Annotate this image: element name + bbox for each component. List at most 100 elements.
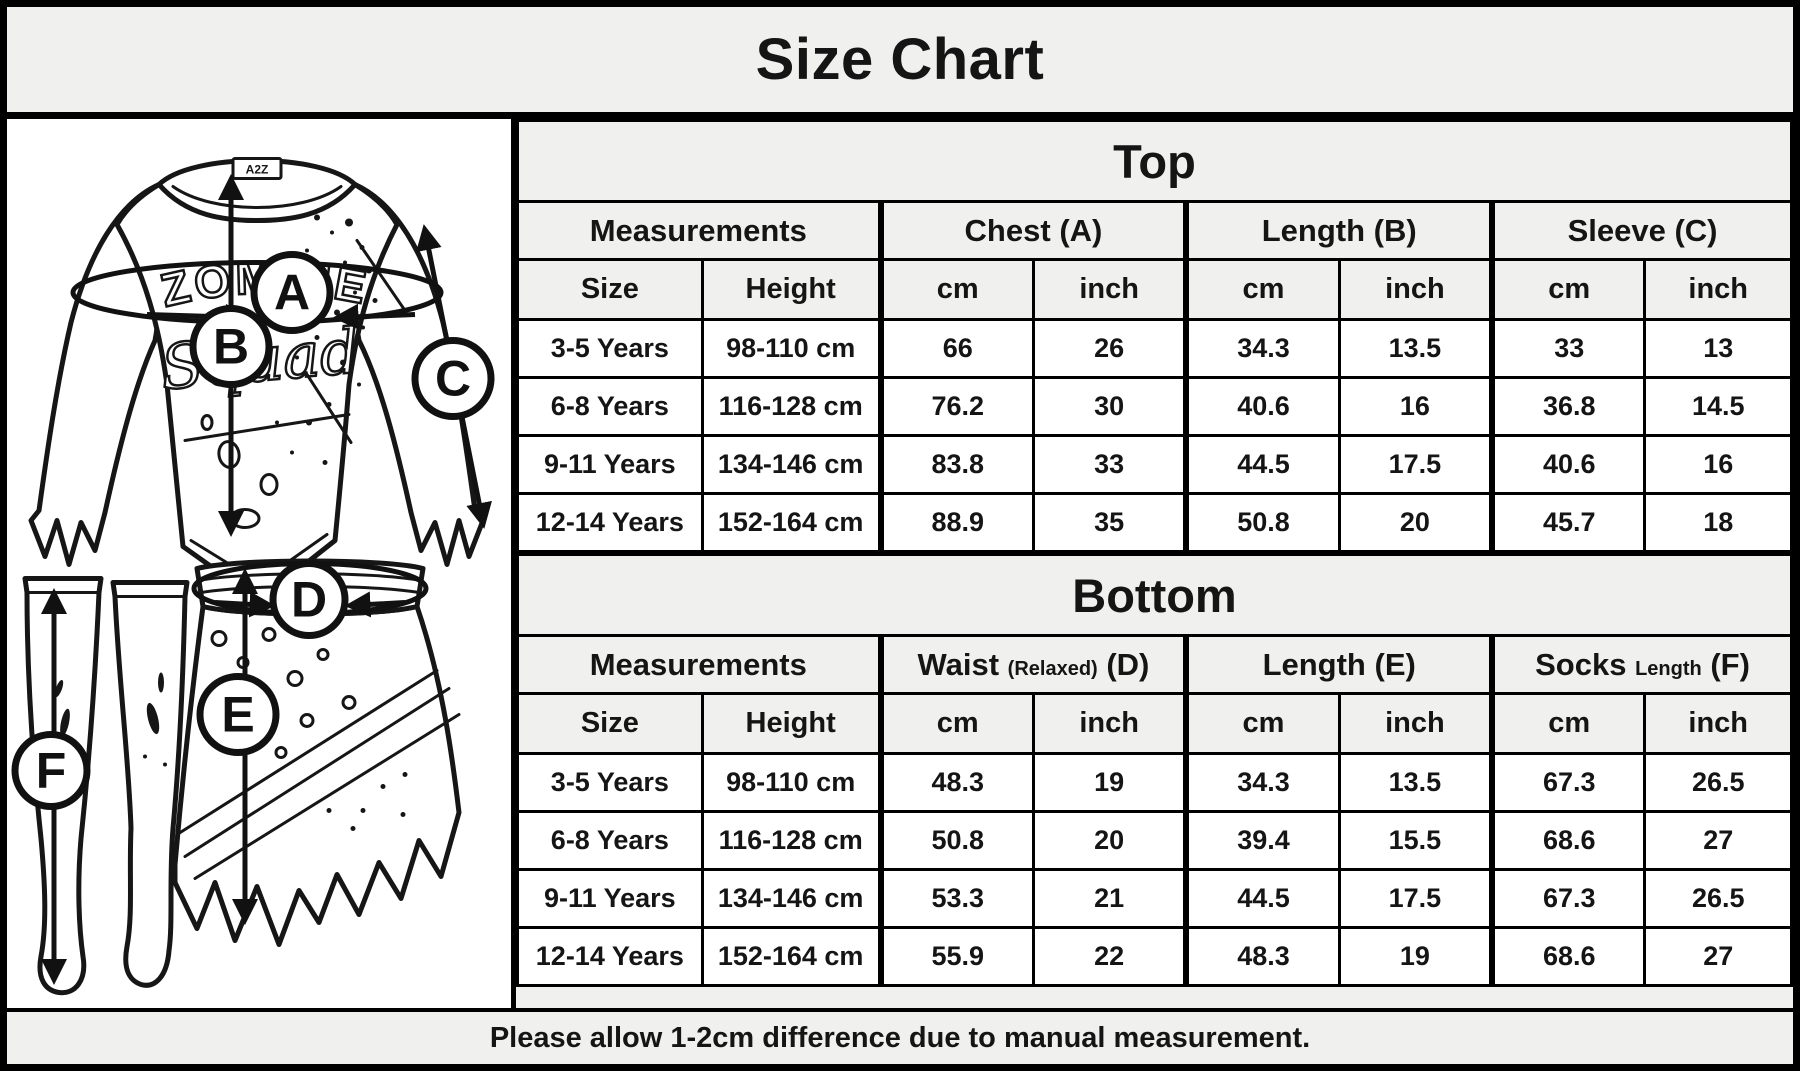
- table-cell: 34.3: [1183, 752, 1341, 813]
- group-label: Measurements: [589, 646, 807, 682]
- col-group-measurements: Measurements: [516, 634, 883, 695]
- table-cell: 88.9: [877, 492, 1035, 553]
- table-cell: 40.6: [1183, 376, 1341, 437]
- sketch-part: [330, 230, 334, 235]
- table-cell: 55.9: [877, 926, 1035, 987]
- table-cell: 48.3: [1183, 926, 1341, 987]
- sub-header-size: Size: [516, 692, 704, 755]
- sketch-part: [274, 746, 288, 759]
- collar-tag: [231, 157, 283, 180]
- sub-header-cm: cm: [1183, 258, 1341, 321]
- footer-note: Please allow 1-2cm difference due to man…: [7, 1008, 1793, 1064]
- table-cell: 66: [877, 318, 1035, 379]
- table-cell: 13: [1643, 318, 1793, 379]
- sketch-part: [299, 713, 315, 728]
- sketch-part: [146, 702, 160, 735]
- table-row: 9-11 Years 134-146 cm 53.3 21 44.5 17.5 67.3 26…: [516, 868, 1793, 929]
- table-cell: 6-8 Years: [516, 810, 704, 871]
- tables-panel: Top Measurements Chest (A): [516, 119, 1793, 1008]
- table-cell: 16: [1337, 376, 1494, 437]
- table-cell: 27: [1643, 810, 1793, 871]
- table-cell: 21: [1031, 868, 1188, 929]
- table-cell: 134-146 cm: [700, 434, 883, 495]
- table-cell: 68.6: [1489, 810, 1647, 871]
- sketch-part: [229, 508, 261, 529]
- bottom-table-body: 3-5 Years 98-110 cm 48.3 19 34.3 13.5 67.3 26.5…: [516, 752, 1793, 987]
- collar-tag-text: A2Z: [246, 163, 269, 177]
- sketch-part: [357, 382, 361, 387]
- table-cell: 35: [1031, 492, 1188, 553]
- table-cell: 3-5 Years: [516, 318, 704, 379]
- sketch-part: [175, 669, 439, 836]
- table-row: 6-8 Years 116-128 cm 76.2 30 40.6 16 36.8 14.5: [516, 376, 1793, 437]
- table-cell: 34.3: [1183, 318, 1341, 379]
- sketch-part: [261, 627, 277, 642]
- sketch-part: [290, 450, 294, 455]
- table-cell: 14.5: [1643, 376, 1793, 437]
- marker-A: A: [250, 251, 334, 334]
- size-table-bottom: Bottom Measurements Waist (Relaxed) (D): [516, 553, 1793, 987]
- table-cell: 53.3: [877, 868, 1035, 929]
- table-cell: 17.5: [1337, 868, 1494, 929]
- marker-C: C: [411, 337, 495, 420]
- table-cell: 19: [1337, 926, 1494, 987]
- group-label: Sleeve: [1567, 212, 1666, 248]
- col-group-socks: Socks Length (F): [1489, 634, 1793, 695]
- table-cell: 33: [1489, 318, 1647, 379]
- table-cell: 83.8: [877, 434, 1035, 495]
- table-cell: 9-11 Years: [516, 868, 704, 929]
- table-row: 6-8 Years 116-128 cm 50.8 20 39.4 15.5 68.6 27: [516, 810, 1793, 871]
- sub-header-inch: inch: [1337, 258, 1494, 321]
- table-cell: 15.5: [1337, 810, 1494, 871]
- table-cell: 68.6: [1489, 926, 1647, 987]
- sketch-part: C: [435, 351, 471, 407]
- waist-arrow-left: [214, 591, 276, 618]
- table-cell: 27: [1643, 926, 1793, 987]
- table-cell: 98-110 cm: [700, 318, 883, 379]
- sketch-part: [275, 420, 279, 425]
- measurement-annotations: A B C D E: [11, 174, 495, 985]
- sketch-part: [361, 325, 365, 330]
- sketch-part: E: [221, 687, 254, 743]
- group-label-small: (Relaxed): [1007, 657, 1098, 680]
- col-group-measurements: Measurements: [516, 200, 883, 261]
- sketch-part: [345, 218, 353, 227]
- top-table-body: 3-5 Years 98-110 cm 66 26 34.3 13.5 33 13 6-8 Ye…: [516, 318, 1793, 553]
- sub-header-height: Height: [700, 258, 883, 321]
- sketch-part: [326, 808, 332, 813]
- group-label: Measurements: [589, 212, 807, 248]
- table-cell: 26: [1031, 318, 1188, 379]
- sub-header-inch: inch: [1643, 258, 1793, 321]
- col-group-length: Length (B): [1183, 200, 1494, 261]
- table-row: 12-14 Years 152-164 cm 55.9 22 48.3 19 68.6 27: [516, 926, 1793, 987]
- group-label-suffix: (F): [1710, 646, 1750, 682]
- table-cell: 3-5 Years: [516, 752, 704, 813]
- sketch-part: [295, 355, 299, 360]
- sketch-part: [158, 672, 164, 693]
- table-cell: 30: [1031, 376, 1188, 437]
- sketch-part: [341, 695, 357, 710]
- sketch-part: [411, 337, 495, 420]
- costume-illustration-panel: A2Z ZOMBIE Squad: [7, 119, 516, 1008]
- table-row: 3-5 Years 98-110 cm 66 26 34.3 13.5 33 13: [516, 318, 1793, 379]
- sketch-part: [305, 248, 309, 253]
- sketch-part: A: [274, 265, 310, 321]
- table-cell: 116-128 cm: [700, 376, 883, 437]
- sketch-part: [250, 251, 334, 334]
- table-cell: 22: [1031, 926, 1188, 987]
- sketch-part: [163, 762, 167, 767]
- sketch-part: [305, 373, 353, 444]
- bottom-section-row: Bottom: [516, 553, 1793, 637]
- table-cell: 26.5: [1643, 752, 1793, 813]
- sub-header-inch: inch: [1643, 692, 1793, 755]
- sub-header-inch: inch: [1031, 692, 1188, 755]
- table-cell: 76.2: [877, 376, 1035, 437]
- table-cell: 33: [1031, 434, 1188, 495]
- table-cell: 152-164 cm: [700, 492, 883, 553]
- costume-measurement-diagram: A2Z ZOMBIE Squad: [11, 157, 495, 996]
- sketch-part: [269, 560, 349, 639]
- table-cell: 98-110 cm: [700, 752, 883, 813]
- table-cell: 45.7: [1489, 492, 1647, 553]
- marker-E: E: [196, 673, 280, 756]
